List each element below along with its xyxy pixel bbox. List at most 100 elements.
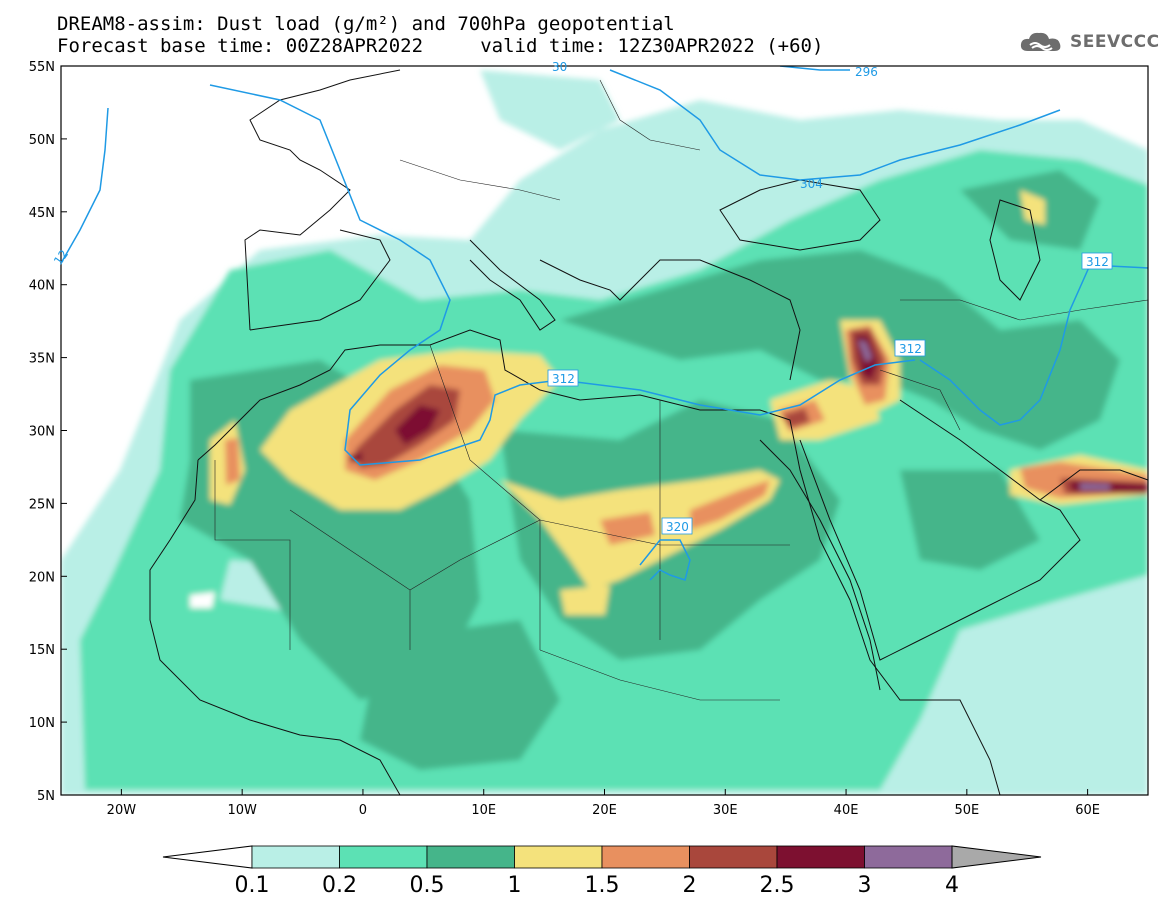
dust-maroon-1	[395, 405, 440, 445]
contour-label-320: 320	[666, 520, 689, 534]
dust-mid-4	[900, 470, 1040, 570]
contour-label-30: 30	[552, 60, 567, 74]
coast-gulf	[1039, 469, 1148, 501]
colorbar-tick-label: 1	[508, 873, 522, 898]
contour-312-a	[209, 84, 916, 466]
colorbar-tick-label: 4	[945, 873, 959, 898]
colorbar-tick-label: 0.1	[235, 873, 270, 898]
contour-12	[61, 107, 109, 265]
geopotential-contours	[61, 66, 1148, 581]
border-11	[399, 159, 561, 201]
coast-italy	[469, 239, 556, 331]
colorbar-segment	[426, 845, 515, 869]
dust-mid-3	[560, 250, 1120, 450]
lat-label: 40N	[29, 279, 55, 294]
contour-320	[639, 539, 691, 581]
dust-maroon-4	[350, 452, 362, 462]
lat-label: 10N	[29, 716, 55, 731]
colorbar-segment	[514, 845, 603, 869]
colorbar-ticks: 0.1 0.2 0.5 1 1.5 2 2.5 3 4	[235, 873, 960, 898]
dust-orange-3	[690, 480, 770, 530]
contour-label-312-b: 312	[899, 342, 922, 356]
colorbar-tick-label: 0.2	[322, 873, 357, 898]
cloud-icon	[1020, 32, 1061, 51]
map-title: DREAM8-assim: Dust load (g/m²) and 700hP…	[57, 13, 675, 35]
lat-label: 5N	[37, 789, 55, 804]
colorbar-under-arrow	[162, 845, 253, 869]
border-9	[900, 299, 1148, 321]
colorbar-segment	[251, 845, 340, 869]
colorbar-tick-label: 2	[683, 873, 697, 898]
coast-blacksea	[719, 179, 881, 251]
border-6	[429, 344, 541, 521]
dust-field	[61, 70, 1148, 795]
coast-redsea	[759, 439, 881, 691]
border-7	[539, 649, 780, 701]
latitude-labels: 55N 50N 45N 40N 35N 30N 25N 20N 15N 10N 5N	[29, 60, 67, 804]
lon-label: 50E	[954, 803, 979, 818]
colorbar-segment	[689, 845, 778, 869]
dust-purple-1	[858, 340, 872, 362]
lon-label: 40E	[834, 803, 859, 818]
lon-label: 20E	[592, 803, 617, 818]
lat-label: 45N	[29, 206, 55, 221]
coast-iberia	[249, 229, 391, 331]
colorbar-segment	[601, 845, 690, 869]
lon-label: 60E	[1075, 803, 1100, 818]
colorbar-segment	[864, 845, 953, 869]
coast-arabia	[799, 399, 1081, 661]
contour-label-312-c: 312	[1086, 255, 1109, 269]
coast-africa-west-2	[149, 459, 401, 795]
logo: SEEVCCC	[1018, 28, 1160, 56]
colorbar-tick-label: 2.5	[760, 873, 795, 898]
longitude-labels: 20W 10W 0 10E 20E 30E 40E 50E 60E	[107, 789, 1100, 818]
colorbar-segment	[776, 845, 865, 869]
coast-europe	[244, 69, 401, 331]
contour-labels: 312 312 312 320 304 296 12 30	[51, 60, 1113, 535]
lat-label: 20N	[29, 570, 55, 585]
colorbar-tick-label: 0.5	[410, 873, 445, 898]
contour-label-296: 296	[855, 65, 878, 79]
lon-label: 10E	[471, 803, 496, 818]
dust-mid-5	[360, 620, 560, 770]
lon-label: 0	[359, 803, 367, 818]
contour-label-304: 304	[800, 177, 823, 191]
border-3	[409, 519, 541, 650]
dust-red-3	[782, 408, 810, 428]
lon-label: 10W	[227, 803, 257, 818]
border-1	[214, 460, 291, 650]
lat-label: 25N	[29, 497, 55, 512]
contour-label-312-a: 312	[552, 372, 575, 386]
contour-296	[779, 66, 850, 71]
colorbar	[162, 845, 1042, 869]
colorbar-segment	[339, 845, 428, 869]
coastlines	[149, 69, 1148, 795]
contour-312-b	[919, 264, 1148, 426]
dust-orange-7	[225, 438, 240, 485]
lat-label: 30N	[29, 425, 55, 440]
colorbar-over-arrow	[951, 845, 1042, 869]
lon-label: 30E	[713, 803, 738, 818]
lat-label: 15N	[29, 643, 55, 658]
contour-304	[609, 69, 1061, 181]
dust-light-north	[480, 70, 620, 150]
border-10	[599, 79, 701, 151]
dust-purple-2	[1080, 483, 1110, 490]
country-borders	[214, 79, 1148, 701]
colorbar-tick-label: 3	[858, 873, 872, 898]
coast-balkans	[539, 259, 801, 381]
lat-label: 50N	[29, 133, 55, 148]
logo-text: SEEVCCC	[1070, 32, 1160, 52]
dust-orange-2	[600, 512, 655, 545]
colorbar-tick-label: 1.5	[585, 873, 620, 898]
dust-yellow-5	[560, 585, 610, 615]
coast-caspian	[989, 199, 1041, 301]
border-8	[879, 369, 961, 431]
map-area	[61, 66, 1148, 795]
lat-label: 35N	[29, 352, 55, 367]
dust-yellow-8	[1020, 190, 1045, 225]
lon-label: 20W	[107, 803, 137, 818]
forecast-time-line: Forecast base time: 00Z28APR2022 valid t…	[57, 35, 824, 57]
coast-africa-west	[197, 329, 1001, 795]
